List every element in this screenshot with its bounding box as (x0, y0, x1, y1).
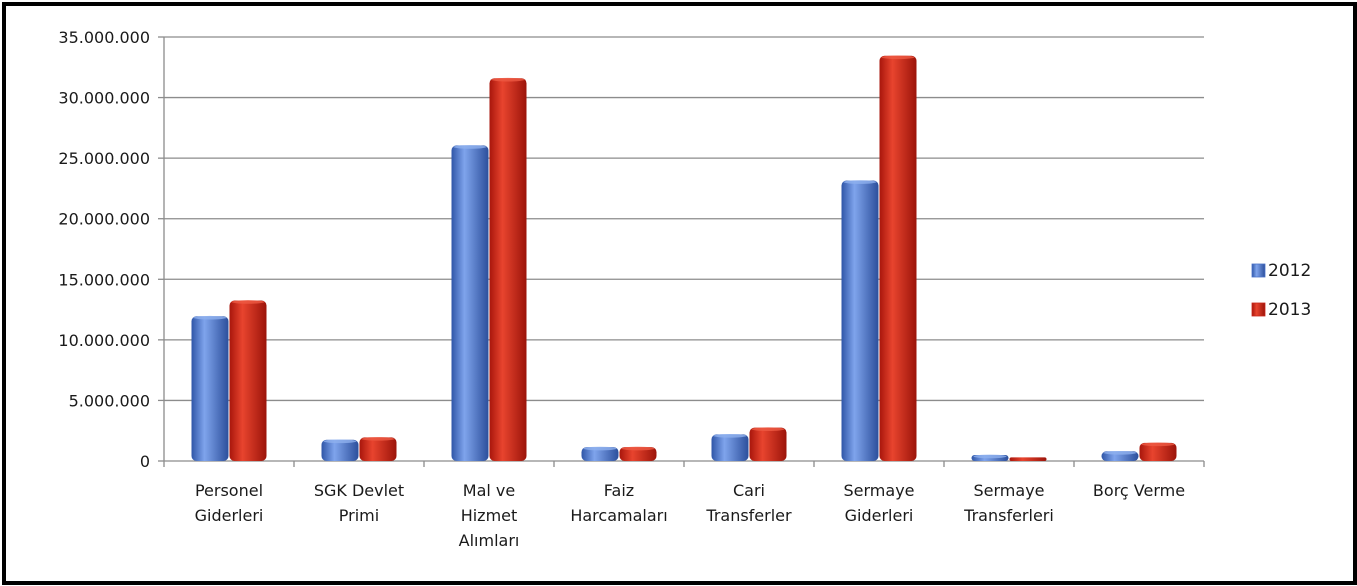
bar-cap-2013 (361, 437, 395, 441)
x-tick-label: Faiz (604, 481, 634, 500)
x-tick-label: Harcamaları (570, 506, 667, 525)
bar-2013 (1009, 457, 1047, 461)
axis-labels: 0 5.000.000 10.000.000 15.000.000 20.000.000… (58, 28, 1185, 550)
bar-2012 (711, 434, 749, 461)
bar-2012 (191, 316, 229, 461)
bar-2013 (489, 78, 527, 461)
legend-swatch-2012 (1251, 263, 1266, 278)
x-tick-label: Sermaye (974, 481, 1045, 500)
axes (158, 36, 1205, 467)
bar-cap-2012 (193, 315, 227, 320)
y-tick-label: 20.000.000 (58, 210, 150, 229)
bar-2012 (841, 180, 879, 461)
bars (191, 55, 1177, 462)
bar-2012 (451, 145, 489, 461)
x-tick-label: Mal ve (463, 481, 515, 500)
x-tick-label: Cari (733, 481, 765, 500)
bar-2013 (879, 55, 917, 462)
bar-cap-2013 (751, 427, 785, 431)
x-tick-label: Sermaye (844, 481, 915, 500)
y-tick-label: 10.000.000 (58, 331, 150, 350)
y-tick-label: 5.000.000 (69, 391, 150, 410)
y-tick-label: 25.000.000 (58, 149, 150, 168)
x-tick-label: Giderleri (195, 506, 264, 525)
bar-2013 (1139, 442, 1177, 461)
x-tick-label: Hizmet (461, 506, 518, 525)
x-tick-label: Transferler (705, 506, 792, 525)
bar-2012 (581, 447, 619, 461)
x-tick-label: Primi (339, 506, 379, 525)
bar-cap-2013 (881, 55, 915, 60)
bar-cap-2012 (453, 145, 487, 149)
legend-label-2012: 2012 (1268, 261, 1311, 281)
bar-cap-2012 (583, 446, 617, 451)
bar-cap-2012 (973, 454, 1007, 459)
bar-2012 (321, 439, 359, 461)
bar-2013 (229, 300, 267, 461)
y-tick-label: 15.000.000 (58, 270, 150, 289)
y-tick-label: 30.000.000 (58, 89, 150, 108)
legend-label-2013: 2013 (1268, 300, 1311, 320)
legend: 2012 2013 (1251, 261, 1311, 320)
x-tick-label: Transferleri (963, 506, 1054, 525)
bar-2013 (619, 447, 657, 461)
bar-cap-2013 (621, 446, 655, 451)
x-tick-label: Giderleri (845, 506, 914, 525)
bar-cap-2012 (323, 439, 357, 444)
bar-cap-2013 (231, 300, 265, 304)
x-tick-label: SGK Devlet (314, 481, 404, 500)
x-tick-label: Borç Verme (1093, 481, 1185, 500)
x-tick-label: Alımları (459, 531, 520, 550)
legend-swatch-2013 (1251, 302, 1266, 317)
bar-cap-2013 (1141, 442, 1175, 447)
y-tick-label: 35.000.000 (58, 28, 150, 47)
bar-cap-2012 (1103, 451, 1137, 455)
bar-cap-2012 (713, 434, 747, 438)
bar-cap-2012 (843, 180, 877, 184)
bar-2013 (359, 437, 397, 461)
bar-2013 (749, 427, 787, 461)
gridlines (164, 36, 1204, 402)
x-tick-label: Personel (195, 481, 263, 500)
y-tick-label: 0 (140, 452, 150, 471)
bar-cap-2013 (491, 77, 525, 82)
bar-chart: 0 5.000.000 10.000.000 15.000.000 20.000.000… (58, 28, 1311, 550)
